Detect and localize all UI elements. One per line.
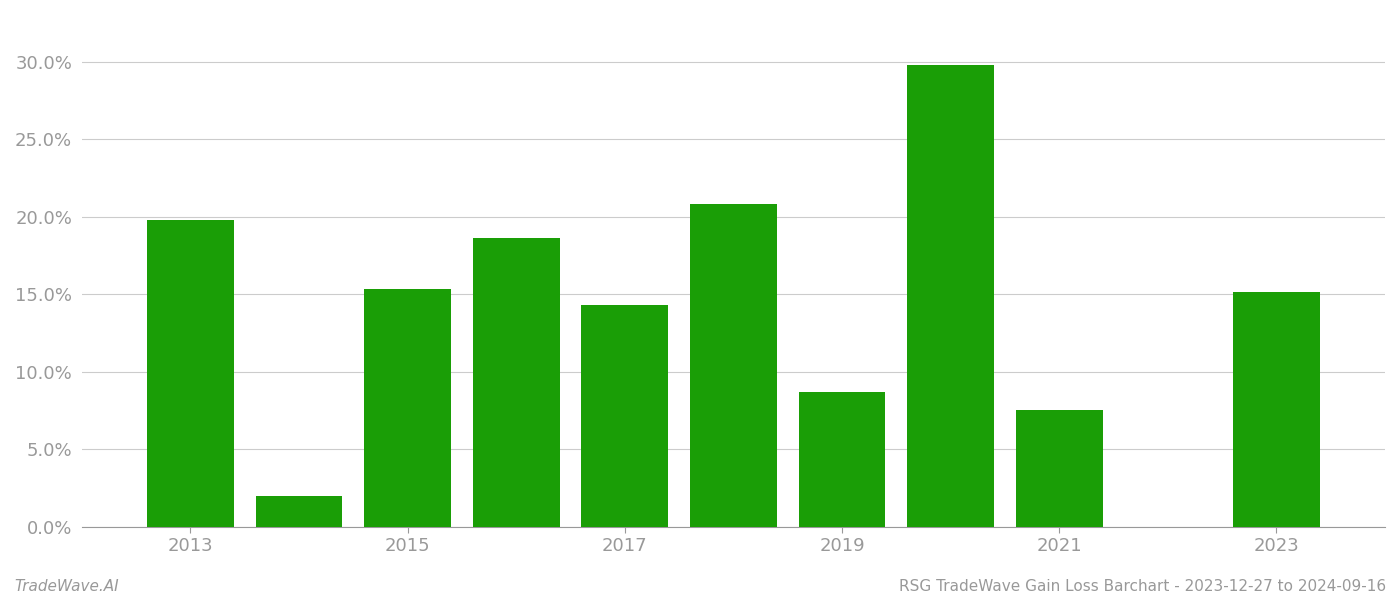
Bar [798,392,885,527]
Bar [147,220,234,527]
Text: TradeWave.AI: TradeWave.AI [14,579,119,594]
Bar [690,204,777,527]
Text: RSG TradeWave Gain Loss Barchart - 2023-12-27 to 2024-09-16: RSG TradeWave Gain Loss Barchart - 2023-… [899,579,1386,594]
Bar [256,496,343,527]
Bar [364,289,451,527]
Bar [1016,410,1103,527]
Bar [473,238,560,527]
Bar [907,65,994,527]
Bar [581,305,668,527]
Bar [1233,292,1320,527]
